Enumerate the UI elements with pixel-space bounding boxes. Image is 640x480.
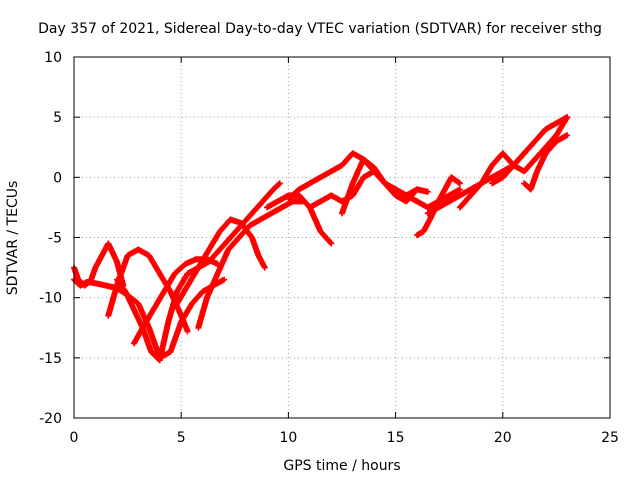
y-tick-label: -5 (48, 231, 62, 247)
series-markers (173, 216, 268, 307)
series-markers (489, 114, 571, 187)
data-points (71, 114, 571, 364)
x-tick-label: 15 (387, 430, 405, 446)
chart-title: Day 357 of 2021, Sidereal Day-to-day VTE… (38, 21, 602, 37)
series-markers (195, 198, 307, 331)
series-markers (113, 180, 283, 364)
y-tick-label: 10 (44, 50, 62, 66)
x-tick-label: 20 (494, 430, 512, 446)
axis-ticks: 0 5 10 15 20 25 -20 -15 -10 -5 0 5 10 (39, 50, 619, 446)
grid (74, 57, 610, 418)
series-arc7 (195, 198, 307, 331)
y-tick-label: -15 (39, 351, 62, 367)
series-arc5 (113, 180, 283, 364)
series-markers (521, 132, 571, 193)
x-axis-label: GPS time / hours (283, 458, 400, 474)
y-tick-label: -10 (39, 291, 62, 307)
series-arc17 (521, 132, 571, 193)
series-arc16 (489, 114, 571, 187)
series-arc15 (456, 114, 571, 211)
y-tick-label: 5 (53, 110, 62, 126)
x-tick-label: 5 (177, 430, 186, 446)
series-markers (456, 114, 571, 211)
x-tick-label: 0 (70, 430, 79, 446)
x-tick-label: 10 (279, 430, 297, 446)
y-tick-label: 0 (53, 170, 62, 186)
x-tick-label: 25 (601, 430, 619, 446)
series-arc6 (173, 216, 268, 307)
y-axis-label: SDTVAR / TECUs (5, 181, 21, 296)
y-tick-label: -20 (39, 411, 62, 427)
